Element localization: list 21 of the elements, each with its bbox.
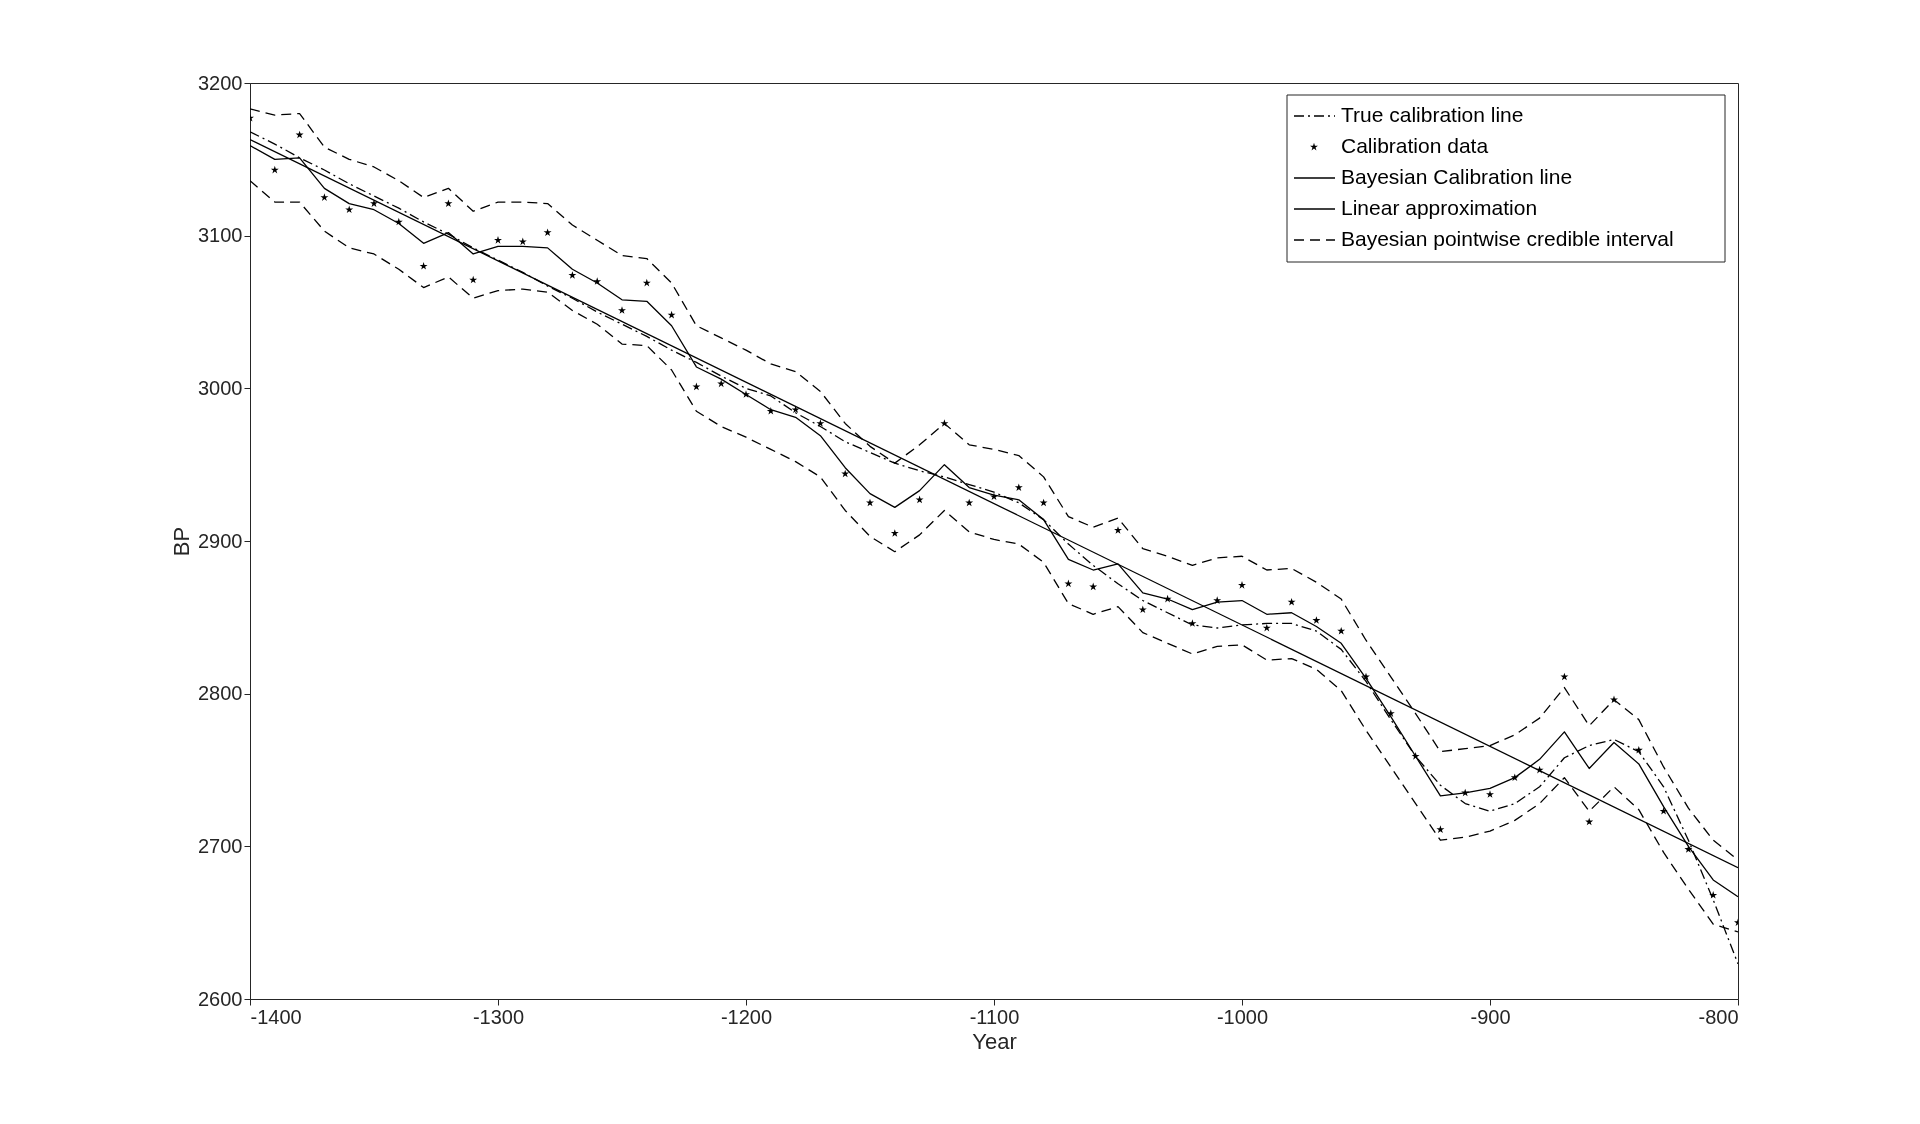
- x-tick-label: -1100: [969, 1005, 1020, 1028]
- y-tick-label: 3100: [198, 224, 243, 247]
- x-tick-label: -1000: [1216, 1005, 1269, 1028]
- y-tick-label: 2800: [198, 682, 243, 705]
- y-tick-label: 3000: [198, 376, 243, 399]
- x-tick-label: -800: [1698, 1005, 1739, 1028]
- x-tick-label: -900: [1470, 1005, 1511, 1028]
- y-axis-title: BP: [169, 526, 195, 557]
- x-tick-label: -1200: [720, 1005, 773, 1028]
- x-tick-label: -1300: [472, 1005, 525, 1028]
- legend-label: Bayesian pointwise credible interval: [1341, 227, 1674, 250]
- legend-label: Calibration data: [1341, 134, 1489, 157]
- y-tick-label: 2700: [198, 834, 243, 857]
- y-tick-label: 3200: [198, 71, 243, 94]
- legend-label: True calibration line: [1341, 103, 1524, 126]
- legend-label: Bayesian Calibration line: [1341, 165, 1573, 188]
- x-axis-title: Year: [972, 1028, 1017, 1054]
- y-tick-label: 2600: [198, 987, 243, 1010]
- legend-label: Linear approximation: [1341, 196, 1538, 219]
- x-tick-label: -1400: [250, 1005, 302, 1028]
- y-tick-label: 2900: [198, 529, 243, 552]
